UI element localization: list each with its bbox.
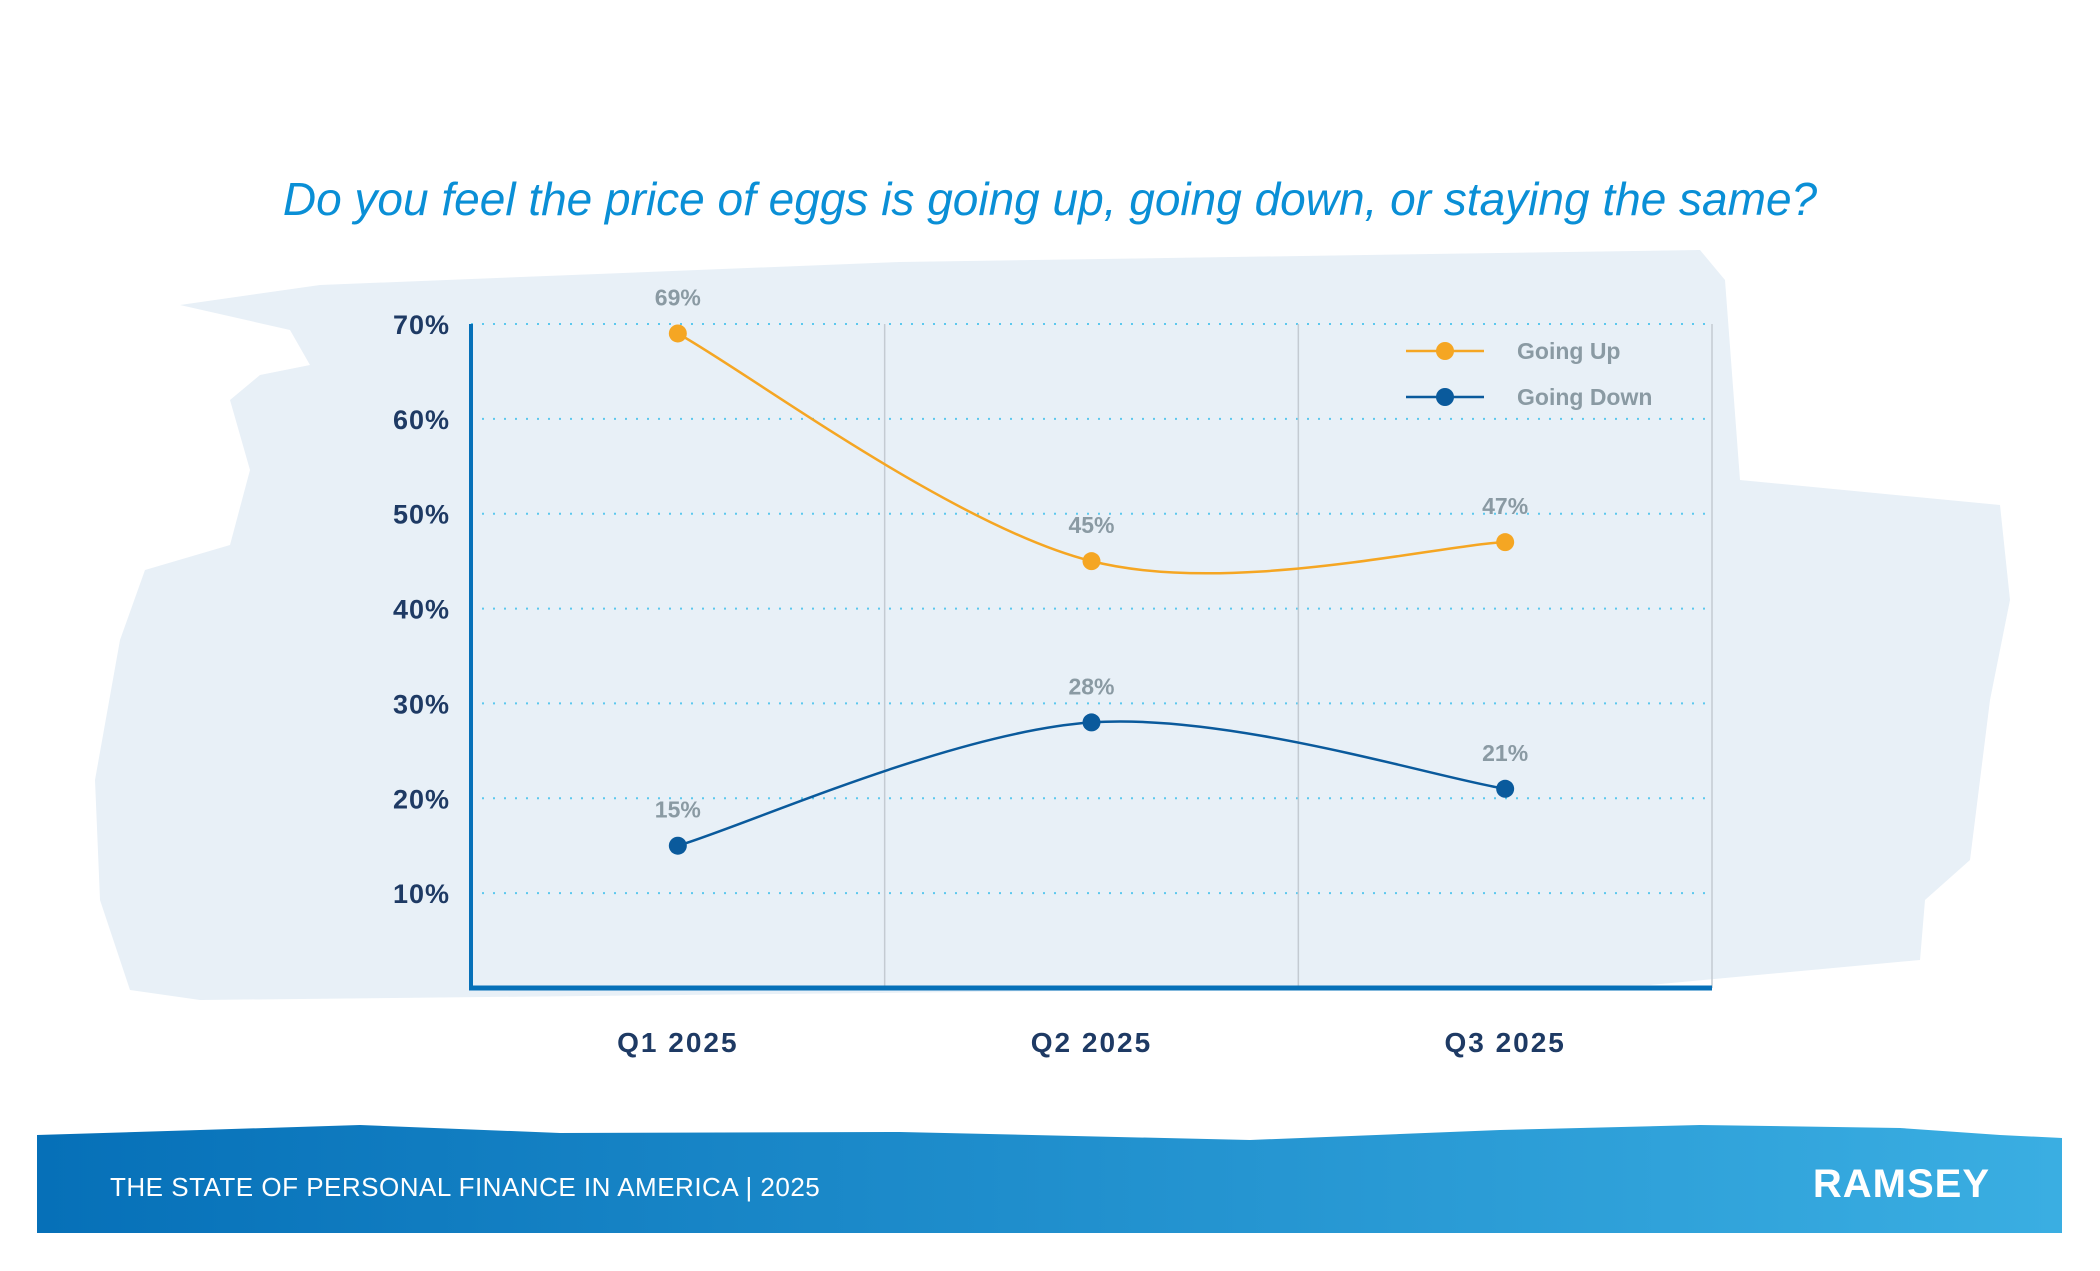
legend-label: Going Up (1517, 338, 1620, 364)
data-label: 28% (1068, 673, 1114, 699)
ramsey-logo: RAMSEY (1812, 1162, 1990, 1206)
legend-label: Going Down (1517, 384, 1652, 410)
x-tick-label: Q2 2025 (1031, 1027, 1152, 1058)
footer-text: THE STATE OF PERSONAL FINANCE IN AMERICA… (110, 1172, 821, 1202)
y-tick-label: 60% (393, 405, 450, 435)
data-point (1496, 533, 1515, 552)
data-label: 45% (1068, 512, 1114, 538)
data-point (668, 836, 687, 855)
y-tick-label: 40% (393, 595, 450, 625)
data-point (1082, 552, 1101, 571)
data-label: 21% (1482, 740, 1528, 766)
x-tick-label: Q1 2025 (617, 1027, 738, 1058)
legend-marker (1436, 342, 1454, 360)
data-point (1496, 779, 1515, 798)
data-point (1082, 713, 1101, 732)
data-point (668, 324, 687, 343)
y-tick-label: 10% (393, 879, 450, 909)
legend-marker (1436, 388, 1454, 406)
y-tick-label: 50% (393, 500, 450, 530)
y-tick-label: 70% (393, 310, 450, 340)
data-label: 15% (655, 797, 701, 823)
series-line-going-down (677, 720, 1506, 847)
data-label: 69% (655, 284, 701, 310)
chart-title: Do you feel the price of eggs is going u… (282, 173, 1818, 225)
y-tick-label: 20% (393, 784, 450, 814)
footer-band (37, 1125, 2062, 1233)
brush-stroke-background (95, 250, 2010, 1000)
x-tick-label: Q3 2025 (1444, 1027, 1565, 1058)
data-label: 47% (1482, 493, 1528, 519)
y-tick-label: 30% (393, 689, 450, 719)
